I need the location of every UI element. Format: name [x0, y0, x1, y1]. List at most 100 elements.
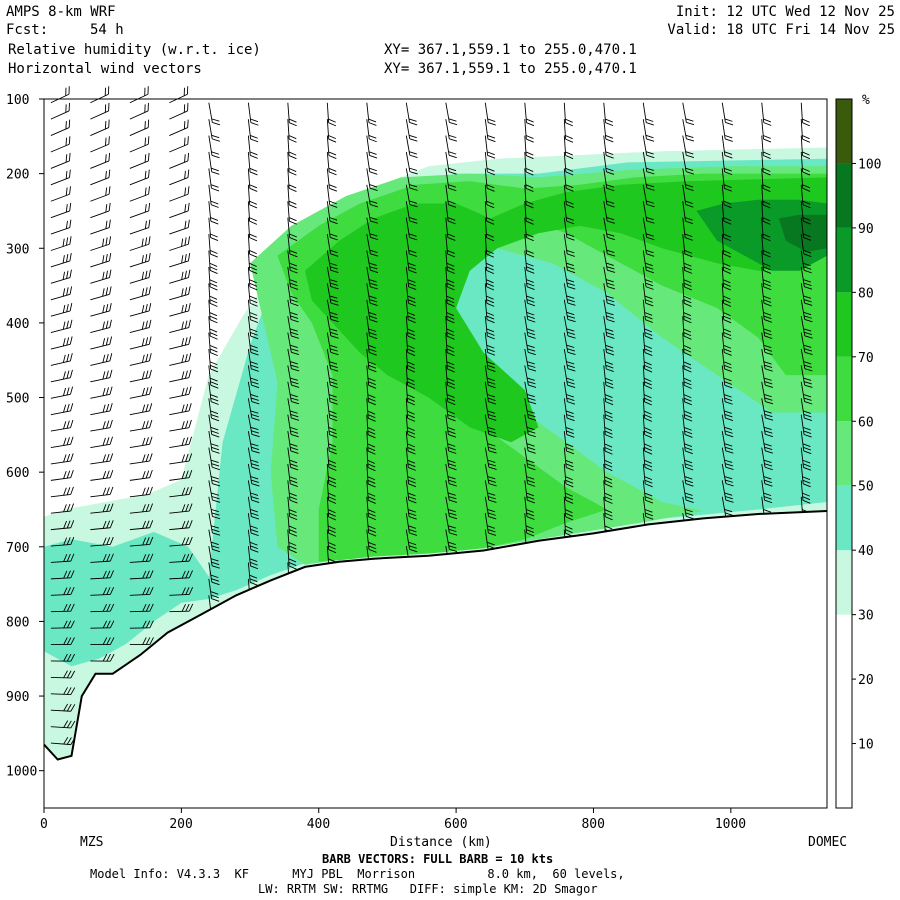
wind-barb — [603, 332, 615, 356]
wind-barb — [326, 151, 337, 176]
wind-barb — [563, 299, 576, 323]
wind-barb — [603, 266, 616, 290]
wind-barb — [366, 447, 376, 472]
wind-barb — [721, 151, 733, 176]
wind-barb — [721, 234, 732, 258]
wind-barb — [405, 348, 416, 373]
wind-barb — [563, 234, 575, 257]
wind-barb — [169, 119, 189, 136]
wind-barb — [524, 414, 537, 438]
wind-barb — [603, 201, 615, 224]
wind-barb — [445, 119, 458, 142]
wind-barb — [169, 470, 193, 481]
wind-barb — [90, 186, 111, 202]
y-tick-label: 300 — [6, 242, 29, 257]
wind-barb — [247, 217, 258, 242]
wind-barb — [50, 202, 72, 219]
wind-barb — [366, 201, 379, 224]
wind-barb — [563, 480, 574, 504]
wind-barb — [405, 365, 416, 389]
wind-barb — [247, 398, 260, 421]
wind-barb — [208, 119, 220, 142]
wind-barb — [563, 283, 576, 306]
wind-barb — [800, 184, 811, 209]
wind-barb — [287, 234, 298, 258]
wind-barb — [563, 431, 575, 455]
wind-barb — [761, 151, 771, 176]
wind-barb — [761, 283, 772, 307]
wind-barb — [287, 480, 298, 504]
wind-barb — [800, 463, 811, 488]
wind-barb — [326, 414, 338, 438]
wind-barb — [405, 234, 417, 257]
wind-barb — [484, 447, 497, 470]
wind-barb — [524, 168, 534, 192]
wind-barb — [682, 135, 695, 159]
wind-barb — [366, 316, 378, 340]
wind-barb — [682, 266, 692, 291]
wind-barb — [208, 447, 220, 471]
wind-barb — [366, 234, 379, 257]
terrain — [43, 510, 828, 808]
wind-barb — [642, 184, 655, 208]
wind-barb — [682, 398, 693, 422]
x-tick-label: 400 — [307, 817, 330, 832]
wind-barb — [287, 513, 298, 537]
wind-barb — [445, 234, 456, 258]
wind-barb — [287, 398, 300, 421]
colorbar: 10 20 30 40 50 60 70 80 90 100 — [835, 98, 881, 809]
wind-barb — [445, 184, 457, 208]
wind-barb — [524, 480, 535, 504]
wind-barb — [721, 283, 732, 307]
wind-barb — [445, 283, 455, 307]
wind-barb — [129, 136, 150, 153]
colorbar-label: 10 — [858, 738, 874, 753]
wind-barb — [50, 152, 71, 169]
wind-barb — [326, 119, 337, 143]
wind-barb — [721, 266, 732, 291]
wind-barb — [682, 365, 692, 389]
terrain-line — [43, 510, 828, 761]
wind-barb — [682, 463, 694, 487]
wind-barb — [563, 496, 574, 521]
wind-barb — [682, 414, 693, 438]
wind-barb — [247, 102, 259, 126]
wind-barb — [445, 414, 457, 438]
wind-barb — [50, 336, 73, 350]
wind-barb — [761, 266, 772, 291]
wind-barb — [682, 201, 694, 225]
wind-barb — [800, 234, 812, 258]
wind-barb — [90, 536, 114, 547]
wind-barb — [90, 503, 114, 514]
wind-barb — [129, 353, 152, 366]
wind-barb — [247, 513, 259, 537]
wind-barb — [247, 431, 260, 454]
wind-barb — [287, 151, 297, 176]
wind-barb — [169, 386, 192, 399]
wind-barb — [90, 336, 113, 350]
wind-barb — [484, 365, 496, 389]
wind-barb — [603, 398, 613, 422]
x-tick-label: 0 — [40, 817, 48, 832]
wind-barb — [129, 386, 153, 399]
wind-barb — [603, 365, 614, 389]
wind-barb — [326, 398, 338, 422]
wind-barb — [287, 102, 297, 127]
wind-barb — [247, 184, 258, 209]
wind-barb — [326, 381, 338, 405]
wind-barb — [90, 386, 113, 399]
wind-barb — [484, 316, 495, 340]
wind-barb — [800, 283, 813, 306]
wind-barb — [563, 348, 576, 372]
wind-barb — [405, 102, 418, 126]
wind-barb — [90, 353, 113, 366]
wind-barb — [247, 529, 259, 553]
colorbar-label: 20 — [858, 673, 874, 688]
wind-barb — [800, 316, 813, 339]
wind-barb — [287, 496, 298, 521]
wind-barb — [603, 151, 615, 175]
wind-barb — [90, 603, 115, 613]
wind-barb — [563, 398, 575, 422]
wind-barb — [129, 570, 154, 580]
wind-barb — [129, 587, 154, 596]
